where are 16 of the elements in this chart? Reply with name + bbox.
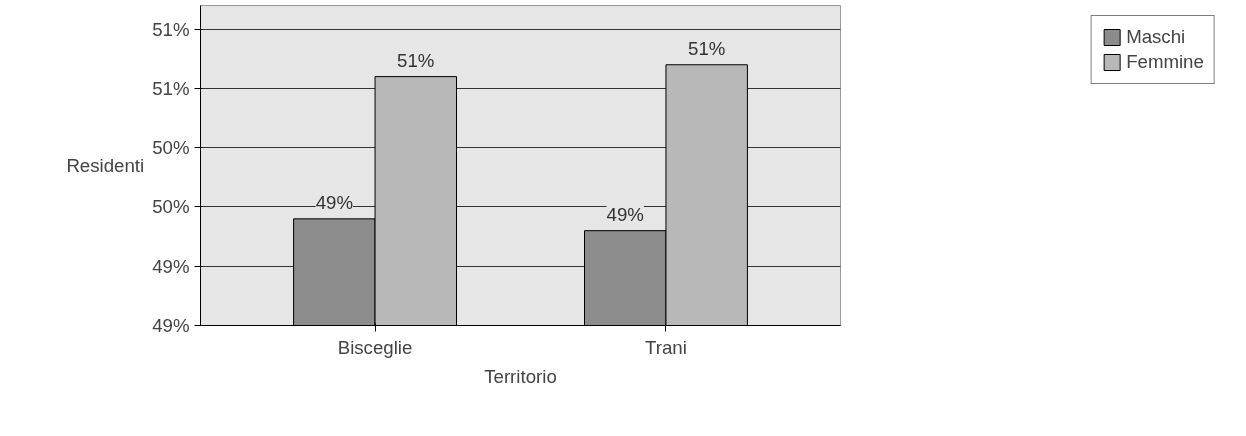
y-tick-label: 51%: [152, 77, 190, 99]
y-axis-title: Residenti: [66, 155, 145, 176]
data-label: 49%: [606, 203, 644, 225]
x-tick-label: Trani: [645, 336, 687, 358]
data-label: 51%: [688, 37, 726, 59]
x-tick-label: Bisceglie: [337, 336, 413, 358]
legend-label: Femmine: [1126, 51, 1204, 73]
data-label: 49%: [315, 191, 353, 213]
y-tick-label: 49%: [152, 255, 190, 277]
y-tick-label: 51%: [152, 18, 190, 40]
legend-label: Maschi: [1126, 26, 1186, 48]
x-axis-title: Territorio: [484, 365, 557, 387]
y-tick-label: 50%: [152, 196, 190, 218]
y-tick-label: 50%: [152, 137, 190, 159]
y-tick-label: 49%: [152, 315, 190, 336]
data-label: 51%: [397, 49, 435, 71]
